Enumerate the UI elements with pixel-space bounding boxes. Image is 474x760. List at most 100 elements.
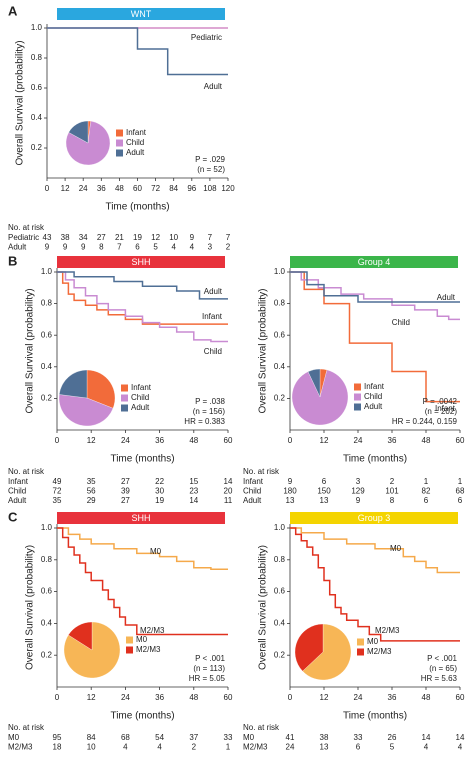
legend-swatch xyxy=(354,393,361,401)
pie-slice xyxy=(86,369,116,409)
x-tick-label: 12 xyxy=(87,436,96,445)
header-title: SHH xyxy=(131,257,150,267)
x-tick-label: 0 xyxy=(288,693,293,702)
y-tick-label: 0.8 xyxy=(41,555,53,564)
x-tick-label: 12 xyxy=(320,693,329,702)
risk-value: 1 xyxy=(424,477,429,486)
risk-value: 33 xyxy=(354,733,363,742)
risk-value: 9 xyxy=(356,496,361,505)
annotation: P < .001 xyxy=(195,654,225,663)
y-tick-label: 1.0 xyxy=(41,267,53,276)
survival-curve xyxy=(57,527,228,571)
risk-value: 43 xyxy=(43,233,52,242)
legend-label: M2/M3 xyxy=(136,645,161,654)
header-title: SHH xyxy=(131,513,150,523)
legend-swatch xyxy=(357,638,364,646)
pie-slice xyxy=(294,623,324,672)
x-tick-label: 0 xyxy=(45,184,50,193)
y-tick-label: 0.6 xyxy=(41,587,53,596)
y-tick-label: 0.8 xyxy=(41,299,53,308)
x-tick-label: 36 xyxy=(155,693,164,702)
header-title: Group 3 xyxy=(358,513,391,523)
risk-title: No. at risk xyxy=(8,223,45,232)
y-axis-title: Overall Survival (probability) xyxy=(258,545,269,670)
curve-label: Pediatric xyxy=(191,33,222,42)
annotation: P = .0042 xyxy=(423,397,458,406)
legend-label: Child xyxy=(364,392,382,401)
survival-curve xyxy=(290,527,460,642)
header-bar xyxy=(57,256,225,268)
x-tick-label: 24 xyxy=(354,436,363,445)
risk-value: 9 xyxy=(288,477,293,486)
legend-label: Infant xyxy=(126,128,147,137)
risk-row-name: Adult xyxy=(243,496,262,505)
risk-value: 38 xyxy=(61,233,70,242)
y-axis-title: Overall Survival (probability) xyxy=(15,40,26,165)
curve-label: Infant xyxy=(435,404,456,413)
y-tick-label: 0.4 xyxy=(274,619,286,628)
x-axis-title: Time (months) xyxy=(110,711,174,722)
risk-row-name: M0 xyxy=(8,733,20,742)
x-tick-label: 36 xyxy=(155,436,164,445)
y-tick-label: 0.2 xyxy=(41,394,53,403)
risk-value: 35 xyxy=(53,496,62,505)
risk-row-name: M2/M3 xyxy=(243,743,268,752)
curve-label: M2/M3 xyxy=(140,626,165,635)
risk-value: 15 xyxy=(189,477,198,486)
survival-curve xyxy=(57,271,228,325)
risk-row-name: Child xyxy=(8,487,26,496)
risk-value: 101 xyxy=(385,487,399,496)
x-tick-label: 60 xyxy=(133,184,142,193)
risk-value: 9 xyxy=(45,243,50,252)
y-tick-label: 0.8 xyxy=(274,299,286,308)
pie-slice xyxy=(58,394,114,427)
risk-value: 56 xyxy=(87,487,96,496)
risk-value: 6 xyxy=(458,496,463,505)
risk-value: 14 xyxy=(189,496,198,505)
x-tick-label: 36 xyxy=(388,693,397,702)
legend-label: Adult xyxy=(364,402,383,411)
x-tick-label: 120 xyxy=(221,184,235,193)
risk-value: 19 xyxy=(155,496,164,505)
annotation: P < .001 xyxy=(427,654,457,663)
x-tick-label: 108 xyxy=(203,184,217,193)
pie-slice xyxy=(68,621,93,651)
annotation: (n = 156) xyxy=(193,407,226,416)
risk-value: 82 xyxy=(422,487,431,496)
risk-value: 4 xyxy=(424,743,429,752)
risk-value: 6 xyxy=(424,496,429,505)
risk-value: 6 xyxy=(356,743,361,752)
x-tick-label: 24 xyxy=(121,693,130,702)
risk-value: 2 xyxy=(226,243,231,252)
panel-label: B xyxy=(8,253,17,268)
x-axis-title: Time (months) xyxy=(110,454,174,465)
x-tick-label: 24 xyxy=(79,184,88,193)
x-tick-label: 48 xyxy=(422,436,431,445)
y-tick-label: 1.0 xyxy=(31,23,43,32)
header-bar xyxy=(290,512,458,524)
legend-label: M0 xyxy=(136,635,148,644)
x-tick-label: 84 xyxy=(169,184,178,193)
curve-label: M0 xyxy=(390,544,402,553)
x-tick-label: 0 xyxy=(55,693,60,702)
risk-value: 9 xyxy=(190,233,195,242)
risk-value: 180 xyxy=(283,487,297,496)
risk-value: 49 xyxy=(53,477,62,486)
risk-value: 2 xyxy=(192,743,197,752)
legend-label: Child xyxy=(131,393,149,402)
risk-value: 95 xyxy=(53,733,62,742)
survival-curve xyxy=(290,271,460,321)
header-title: Group 4 xyxy=(358,257,391,267)
y-tick-label: 0.4 xyxy=(274,362,286,371)
header-bar xyxy=(290,256,458,268)
annotation: HR = 0.383 xyxy=(184,417,225,426)
legend-label: M2/M3 xyxy=(367,647,392,656)
risk-value: 27 xyxy=(121,496,130,505)
annotation: P = .029 xyxy=(195,155,225,164)
legend-label: Child xyxy=(126,138,144,147)
risk-value: 23 xyxy=(189,487,198,496)
header-bar xyxy=(57,512,225,524)
curve-label: M0 xyxy=(150,547,162,556)
risk-value: 2 xyxy=(390,477,395,486)
